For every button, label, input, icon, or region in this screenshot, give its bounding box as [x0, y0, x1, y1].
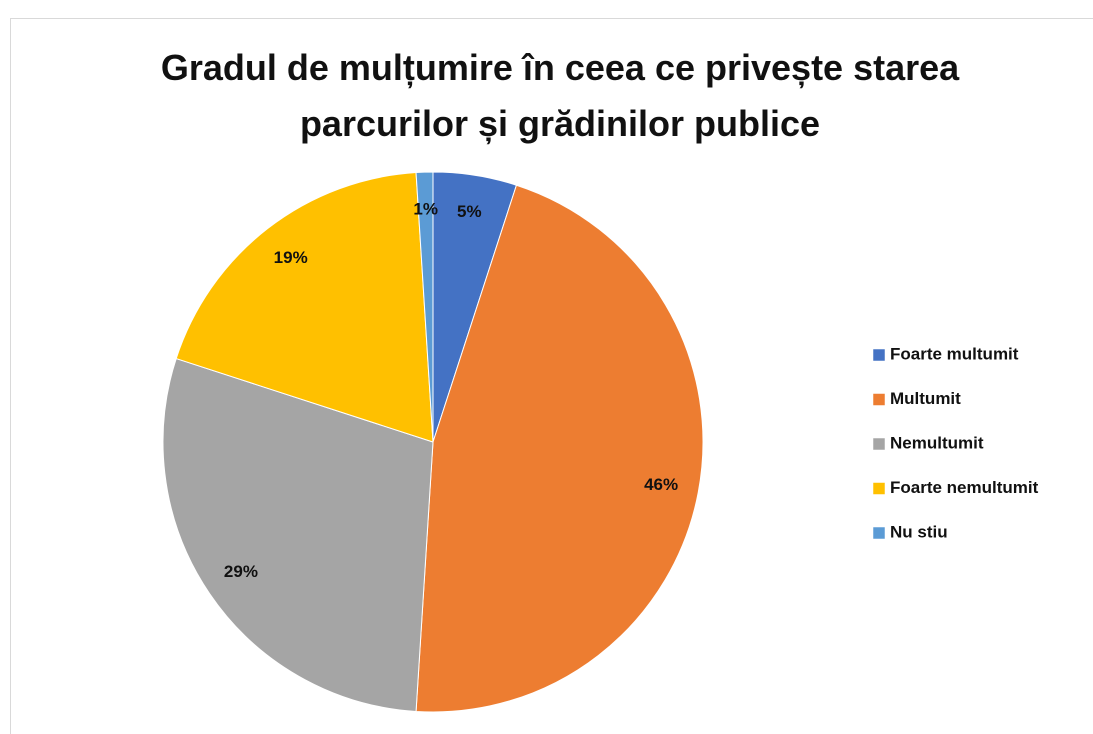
legend-label: Nemultumit — [890, 433, 984, 452]
pie-slice — [415, 184, 704, 713]
legend-swatch — [872, 437, 886, 451]
data-label: 5% — [457, 202, 482, 221]
data-label: 46% — [644, 475, 678, 494]
data-label: 19% — [274, 248, 308, 267]
chart-frame — [10, 18, 1093, 734]
legend-swatch — [872, 482, 886, 495]
pie-slice — [162, 357, 434, 712]
chart-title: Gradul de mulțumire în ceea ce privește … — [160, 47, 960, 144]
legend-swatch — [872, 348, 886, 362]
pie-slice — [415, 171, 434, 443]
legend-label: Nu stiu — [890, 522, 948, 541]
legend-label: Multumit — [890, 389, 961, 408]
data-label: 1% — [413, 199, 438, 218]
legend-swatch — [872, 526, 886, 540]
pie-slice — [175, 172, 434, 443]
legend-label: Foarte nemultumit — [890, 478, 1039, 497]
legend-label: Foarte multumit — [890, 344, 1019, 363]
legend-swatch — [872, 393, 886, 406]
data-label: 29% — [224, 562, 258, 581]
